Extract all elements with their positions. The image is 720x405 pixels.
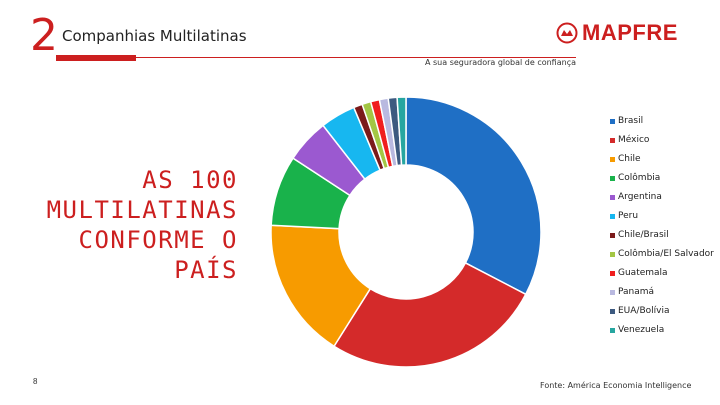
legend-swatch	[610, 213, 615, 219]
legend-label: Brasil	[618, 116, 644, 126]
logo-text: MAPFRE	[582, 20, 678, 45]
header-rule	[136, 57, 576, 58]
headline-line: CONFORME O	[78, 226, 238, 254]
legend-label: México	[618, 135, 650, 145]
legend-item: México	[610, 135, 649, 145]
legend-label: Colômbia/El Salvador	[618, 249, 714, 259]
section-number: 2	[30, 10, 58, 61]
headline-line: MULTILATINAS	[46, 196, 238, 224]
legend-item: Chile/Brasil	[610, 230, 669, 240]
legend-swatch	[610, 194, 615, 200]
section-title: Companhias Multilatinas	[62, 27, 247, 45]
tagline: A sua seguradora global de confiança	[425, 58, 576, 67]
legend-label: Peru	[618, 211, 639, 221]
legend-swatch	[610, 175, 615, 181]
legend-item: Panamá	[610, 287, 654, 297]
legend-item: Venezuela	[610, 325, 664, 335]
legend-label: Chile/Brasil	[618, 230, 669, 240]
legend-item: Chile	[610, 154, 641, 164]
legend-item: Brasil	[610, 116, 643, 126]
header-rule-accent	[56, 55, 136, 61]
legend-label: Guatemala	[618, 268, 668, 278]
legend-label: Venezuela	[618, 325, 665, 335]
legend-swatch	[610, 137, 615, 143]
headline-line: PAÍS	[174, 256, 238, 284]
mapfre-logo: MAPFRE	[556, 20, 678, 46]
page-number: 8	[33, 377, 38, 386]
donut-slice-venezuela	[396, 96, 407, 166]
legend-item: Colômbia	[610, 173, 660, 183]
legend-swatch	[610, 289, 615, 295]
legend-label: Panamá	[618, 287, 655, 297]
legend-swatch	[610, 118, 615, 124]
headline: AS 100 MULTILATINAS CONFORME O PAÍS	[47, 165, 238, 285]
legend-swatch	[610, 156, 615, 162]
legend-label: Colômbia	[618, 173, 661, 183]
headline-line: AS 100	[142, 166, 238, 194]
legend-label: Argentina	[618, 192, 662, 202]
legend-swatch	[610, 270, 615, 276]
legend-swatch	[610, 232, 615, 238]
legend-label: EUA/Bolívia	[618, 306, 670, 316]
donut-slice-brasil	[405, 96, 542, 296]
legend-label: Chile	[618, 154, 641, 164]
legend-swatch	[610, 327, 615, 333]
source-note: Fonte: América Economia Intelligence	[540, 381, 692, 390]
legend-item: Peru	[610, 211, 638, 221]
legend-item: Argentina	[610, 192, 662, 202]
legend-item: EUA/Bolívia	[610, 306, 670, 316]
legend-item: Colômbia/El Salvador	[610, 249, 714, 259]
legend-item: Guatemala	[610, 268, 668, 278]
donut-slice-m-xico	[333, 261, 527, 368]
legend-swatch	[610, 251, 615, 257]
mapfre-logo-icon	[556, 22, 578, 44]
legend-swatch	[610, 308, 615, 314]
